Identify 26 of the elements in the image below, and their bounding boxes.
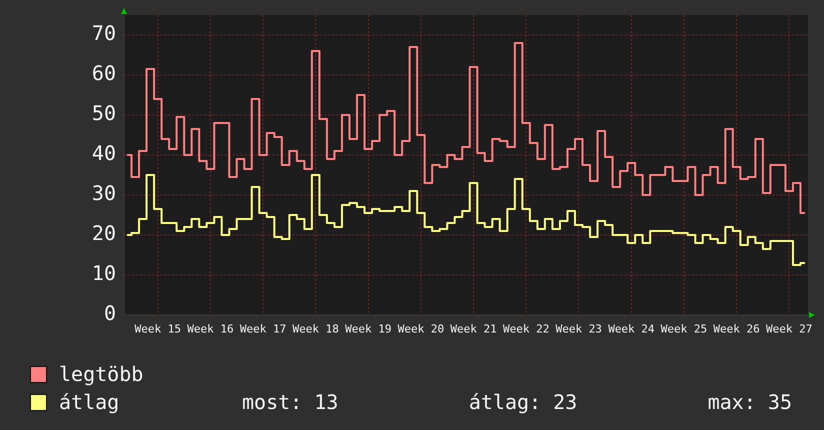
y-tick-label: 70 xyxy=(92,21,116,46)
x-tick-label: Week 15 xyxy=(134,322,182,336)
legend-label: átlag xyxy=(59,390,120,414)
y-tick-label: 0 xyxy=(104,301,116,326)
x-tick-label: Week 16 xyxy=(187,322,234,336)
x-tick-label: Week 19 xyxy=(345,322,392,336)
x-tick-label: Week 27 xyxy=(766,322,812,336)
y-tick-label: 60 xyxy=(92,61,116,86)
text: átlag: 23 xyxy=(468,390,578,414)
x-tick-label: Week 24 xyxy=(608,322,655,336)
y-tick-label: 20 xyxy=(92,221,116,246)
x-tick-label: Week 26 xyxy=(713,322,760,336)
y-tick-label: 40 xyxy=(92,141,116,166)
x-tick-label: Week 25 xyxy=(660,322,708,336)
text: max: 35 xyxy=(708,390,792,414)
x-tick-label: Week 18 xyxy=(292,322,339,336)
text: most: 13 xyxy=(242,390,338,414)
legend-label: legtöbb xyxy=(59,362,144,386)
y-tick-label: 10 xyxy=(92,261,116,286)
x-tick-label: Week 20 xyxy=(398,322,444,336)
x-tick-label: Week 21 xyxy=(450,322,497,336)
y-tick-label: 50 xyxy=(92,101,116,126)
x-tick-label: Week 23 xyxy=(556,322,602,336)
y-tick-label: 30 xyxy=(92,181,116,206)
x-tick-label: Week 17 xyxy=(240,322,286,336)
x-tick-label: Week 22 xyxy=(502,322,550,336)
